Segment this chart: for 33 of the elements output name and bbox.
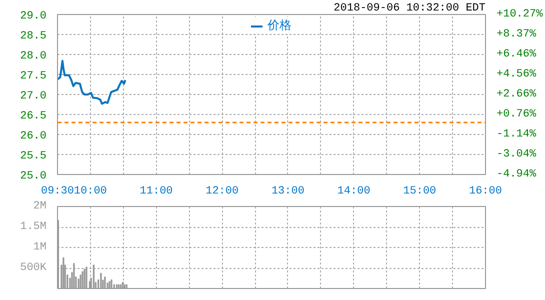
y-tick-label: 26.5	[20, 110, 46, 122]
x-tick-label: 14:00	[337, 186, 370, 198]
y-tick-label: 27.5	[20, 70, 46, 82]
x-tick-label: 12:00	[206, 186, 239, 198]
y-tick-label: 27.0	[20, 90, 46, 102]
y-tick-label: 25.0	[20, 170, 46, 182]
annotation: 2018-09-06 10:32:00 EDT	[334, 2, 486, 14]
y-tick-label: 2M	[33, 200, 46, 212]
y-tick-label: 28.0	[20, 50, 46, 62]
y2-tick-label: +6.46%	[496, 48, 537, 61]
x-tick-label: 15:00	[403, 186, 436, 198]
legend-label: 价格	[268, 17, 292, 34]
x-tick-label: 16:00	[468, 186, 502, 198]
y-tick-label: 25.5	[20, 150, 46, 162]
line-series	[58, 60, 126, 105]
y2-tick-label: -3.04%	[496, 148, 537, 161]
y2-tick-label: -4.94%	[496, 168, 537, 180]
y-tick-label: 29.0	[20, 10, 46, 22]
y-tick-label: 28.5	[20, 30, 46, 42]
y2-tick-label: +8.37%	[496, 28, 537, 40]
y-tick-label: 26.0	[20, 130, 46, 142]
x-tick-label: 10:00	[74, 186, 107, 198]
y2-tick-label: +2.66%	[496, 88, 537, 101]
x-tick-label: 09:30	[40, 186, 74, 198]
y2-tick-label: +10.27%	[496, 8, 544, 20]
y-tick-label: 500K	[20, 262, 47, 274]
x-tick-label: 11:00	[140, 186, 173, 198]
y-tick-label: 1M	[33, 242, 46, 254]
x-tick-label: 13:00	[271, 186, 304, 198]
y2-tick-label: -1.14%	[496, 128, 537, 141]
y-tick-label: 1.5M	[20, 221, 46, 233]
y2-tick-label: +4.56%	[496, 68, 537, 81]
y2-tick-label: +0.76%	[496, 108, 537, 121]
